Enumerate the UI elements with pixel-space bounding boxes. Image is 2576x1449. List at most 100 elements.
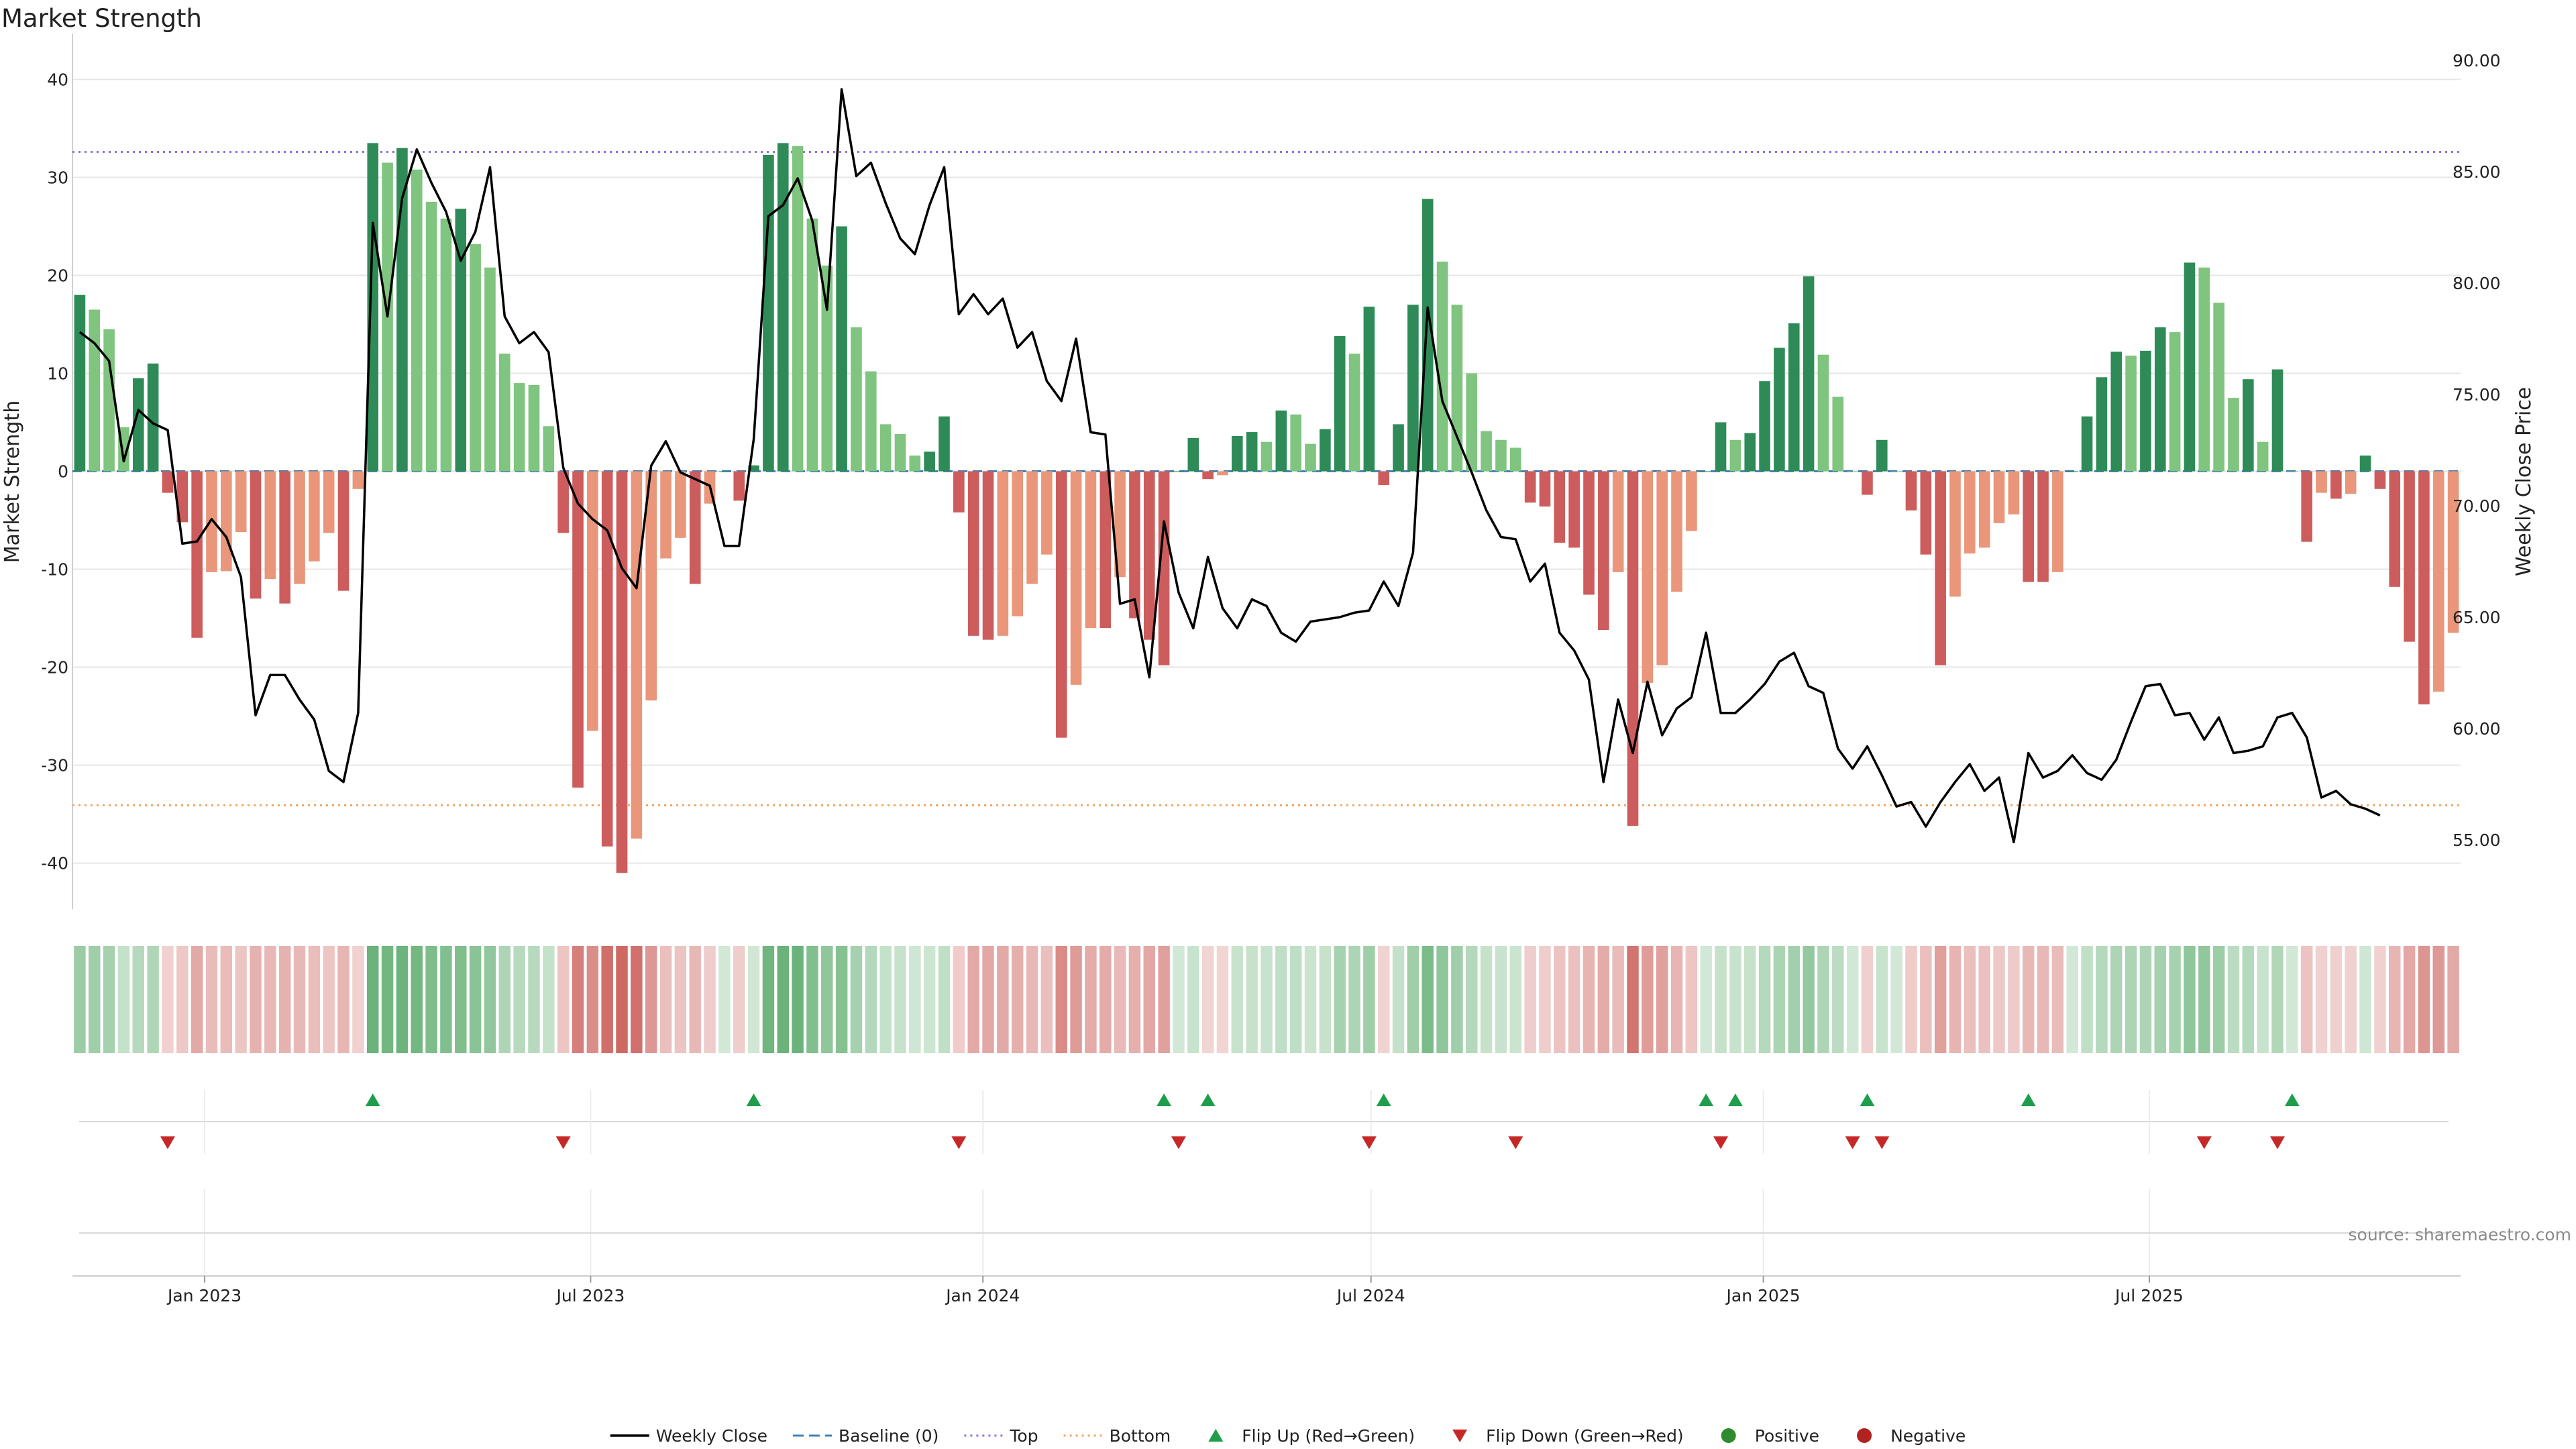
flip-down-marker xyxy=(1713,1136,1729,1149)
strip-cell xyxy=(191,946,203,1053)
strength-bar xyxy=(1729,439,1741,472)
strength-bar xyxy=(1509,447,1521,472)
strip-cell xyxy=(1099,946,1112,1053)
legend-item: Flip Up (Red→Green) xyxy=(1208,1426,1415,1446)
legend-label: Baseline (0) xyxy=(839,1426,938,1446)
strength-bar xyxy=(294,471,305,584)
strip-cell xyxy=(1861,946,1874,1053)
strength-bar xyxy=(1305,443,1316,472)
strength-bar xyxy=(1436,262,1448,472)
strip-cell xyxy=(366,946,379,1053)
strength-bar xyxy=(1788,323,1800,472)
x-tick-label: Jul 2023 xyxy=(555,1286,625,1305)
strength-bar xyxy=(309,471,320,561)
strip-cell xyxy=(2388,946,2401,1053)
strength-bar xyxy=(1715,422,1727,472)
strength-bar xyxy=(909,455,921,472)
strength-bar xyxy=(587,471,598,731)
strip-cell xyxy=(1128,946,1141,1053)
strip-cell xyxy=(1070,946,1082,1053)
flip-up-marker xyxy=(365,1093,380,1106)
strip-cell xyxy=(2286,946,2298,1053)
strip-cell xyxy=(2271,946,2284,1053)
strength-bar xyxy=(2301,471,2312,542)
strip-cell xyxy=(425,946,437,1053)
strip-cell xyxy=(645,946,657,1053)
strip-cell xyxy=(616,946,628,1053)
strip-cell xyxy=(586,946,599,1053)
strip-cell xyxy=(1334,946,1346,1053)
flip-down-marker xyxy=(2269,1136,2285,1149)
strength-bar xyxy=(1407,305,1419,472)
strength-bar xyxy=(323,471,335,533)
strength-bar xyxy=(1935,471,1946,665)
strength-bar xyxy=(1481,431,1492,472)
strip-cell xyxy=(1026,946,1038,1053)
strip-cell xyxy=(1158,946,1170,1053)
strip-cell xyxy=(1451,946,1463,1053)
strip-cell xyxy=(923,946,936,1053)
strength-bar xyxy=(2404,471,2415,642)
strip-cell xyxy=(381,946,394,1053)
strength-bar xyxy=(543,426,555,472)
strip-cell xyxy=(2198,946,2210,1053)
strip-cell xyxy=(205,946,218,1053)
strength-bar xyxy=(1759,381,1770,472)
y2-tick-label: 75.00 xyxy=(2453,385,2501,405)
strength-bar xyxy=(2213,303,2224,472)
strength-bar xyxy=(836,226,847,472)
strength-bar xyxy=(1598,471,1609,631)
strength-bar xyxy=(1290,414,1301,472)
strip-cell xyxy=(572,946,584,1053)
strip-cell xyxy=(777,946,789,1053)
strip-cell xyxy=(1554,946,1566,1053)
strength-bar xyxy=(2447,471,2459,633)
strength-bar xyxy=(821,265,833,472)
strength-bar xyxy=(1495,439,1507,472)
strip-cell xyxy=(1466,946,1478,1053)
strip-cell xyxy=(513,946,525,1053)
strength-bar xyxy=(1554,471,1566,543)
strip-cell xyxy=(1348,946,1360,1053)
strip-cell xyxy=(396,946,409,1053)
strength-bar xyxy=(2389,471,2401,587)
legend-label: Flip Down (Green→Red) xyxy=(1486,1426,1684,1446)
strength-bar xyxy=(1656,471,1668,665)
strength-bar xyxy=(938,416,950,472)
y-tick-label: 20 xyxy=(47,266,68,285)
strength-bar xyxy=(645,471,657,701)
strength-bar xyxy=(440,218,452,472)
strip-cell xyxy=(1377,946,1390,1053)
strength-bar xyxy=(74,294,86,472)
strength-bar xyxy=(1876,439,1888,472)
strength-bar xyxy=(879,424,892,472)
x-tick-label: Jul 2025 xyxy=(2114,1286,2184,1305)
legend-label: Positive xyxy=(1755,1426,1819,1446)
strength-bar xyxy=(1421,199,1434,472)
flip-down-marker xyxy=(555,1136,571,1149)
strip-cell xyxy=(2212,946,2225,1053)
y-tick-label: -40 xyxy=(41,854,68,873)
strip-cell xyxy=(2169,946,2181,1053)
y2-tick-label: 55.00 xyxy=(2453,830,2501,850)
strength-bar xyxy=(411,169,423,472)
strip-cell xyxy=(689,946,701,1053)
strength-bar xyxy=(162,471,174,493)
strip-cell xyxy=(2330,946,2343,1053)
strip-cell xyxy=(967,946,979,1053)
y-tick-label: 10 xyxy=(47,364,68,383)
strip-cell xyxy=(2227,946,2240,1053)
strength-bar xyxy=(1686,471,1697,531)
strength-bar xyxy=(572,471,584,788)
strength-bar xyxy=(1774,347,1785,472)
strip-cell xyxy=(1582,946,1595,1053)
strength-bar xyxy=(1744,433,1756,472)
flip-up-marker xyxy=(2284,1093,2300,1106)
legend: Weekly Close Baseline (0) Top Bottom Flip Up… xyxy=(610,1426,1966,1446)
flip-up-marker xyxy=(1157,1093,1172,1106)
strength-bar xyxy=(425,201,437,472)
left-axis-label: Market Strength xyxy=(1,400,24,563)
strength-bar xyxy=(1334,335,1346,472)
strength-bar xyxy=(2359,455,2371,472)
strip-cell xyxy=(1978,946,1990,1053)
